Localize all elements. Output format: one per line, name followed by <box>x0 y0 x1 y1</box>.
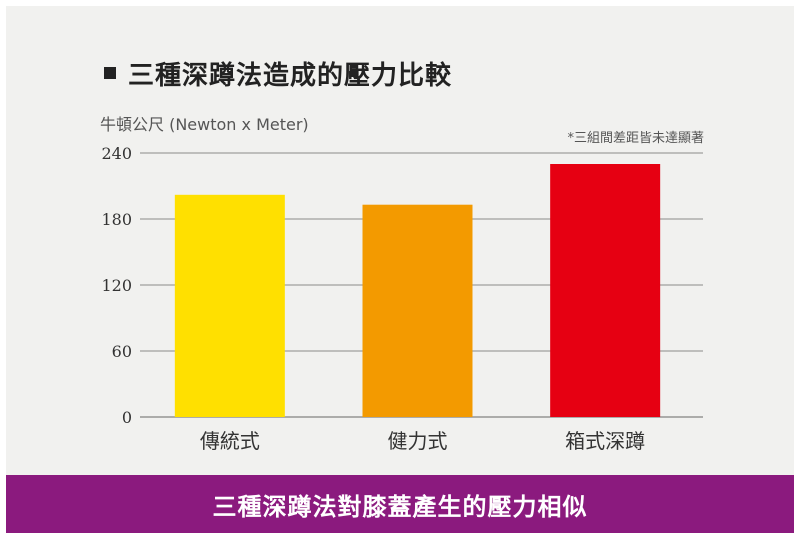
chart-title: 三種深蹲法造成的壓力比較 <box>128 60 453 91</box>
category-labels: 傳統式 健力式 箱式深蹲 <box>200 429 645 453</box>
bar-3 <box>550 164 661 417</box>
bars <box>174 164 661 417</box>
square-bullet-icon <box>104 67 116 79</box>
category-label: 傳統式 <box>200 429 260 453</box>
y-axis-label: 牛頓公尺 (Newton x Meter) <box>100 115 309 134</box>
bar-2 <box>362 204 473 417</box>
y-tick-label: 120 <box>101 276 132 295</box>
y-tick-label: 60 <box>112 342 132 361</box>
category-label: 健力式 <box>388 429 448 453</box>
conclusion-banner: 三種深蹲法對膝蓋產生的壓力相似 <box>6 475 794 533</box>
category-label: 箱式深蹲 <box>565 429 645 453</box>
bar-1 <box>174 194 285 417</box>
chart-panel: 三種深蹲法造成的壓力比較 牛頓公尺 (Newton x Meter) *三組間差… <box>6 6 794 533</box>
y-tick-label: 0 <box>122 408 132 427</box>
conclusion-text: 三種深蹲法對膝蓋產生的壓力相似 <box>212 492 588 521</box>
y-tick-label: 180 <box>101 210 132 229</box>
bar-chart: 牛頓公尺 (Newton x Meter) *三組間差距皆未達顯著 0 60 120… <box>100 115 704 453</box>
y-tick-label: 240 <box>101 144 132 163</box>
y-tick-labels: 0 60 120 180 240 <box>101 144 132 427</box>
significance-note: *三組間差距皆未達顯著 <box>567 131 704 146</box>
title-row: 三種深蹲法造成的壓力比較 <box>104 58 452 91</box>
